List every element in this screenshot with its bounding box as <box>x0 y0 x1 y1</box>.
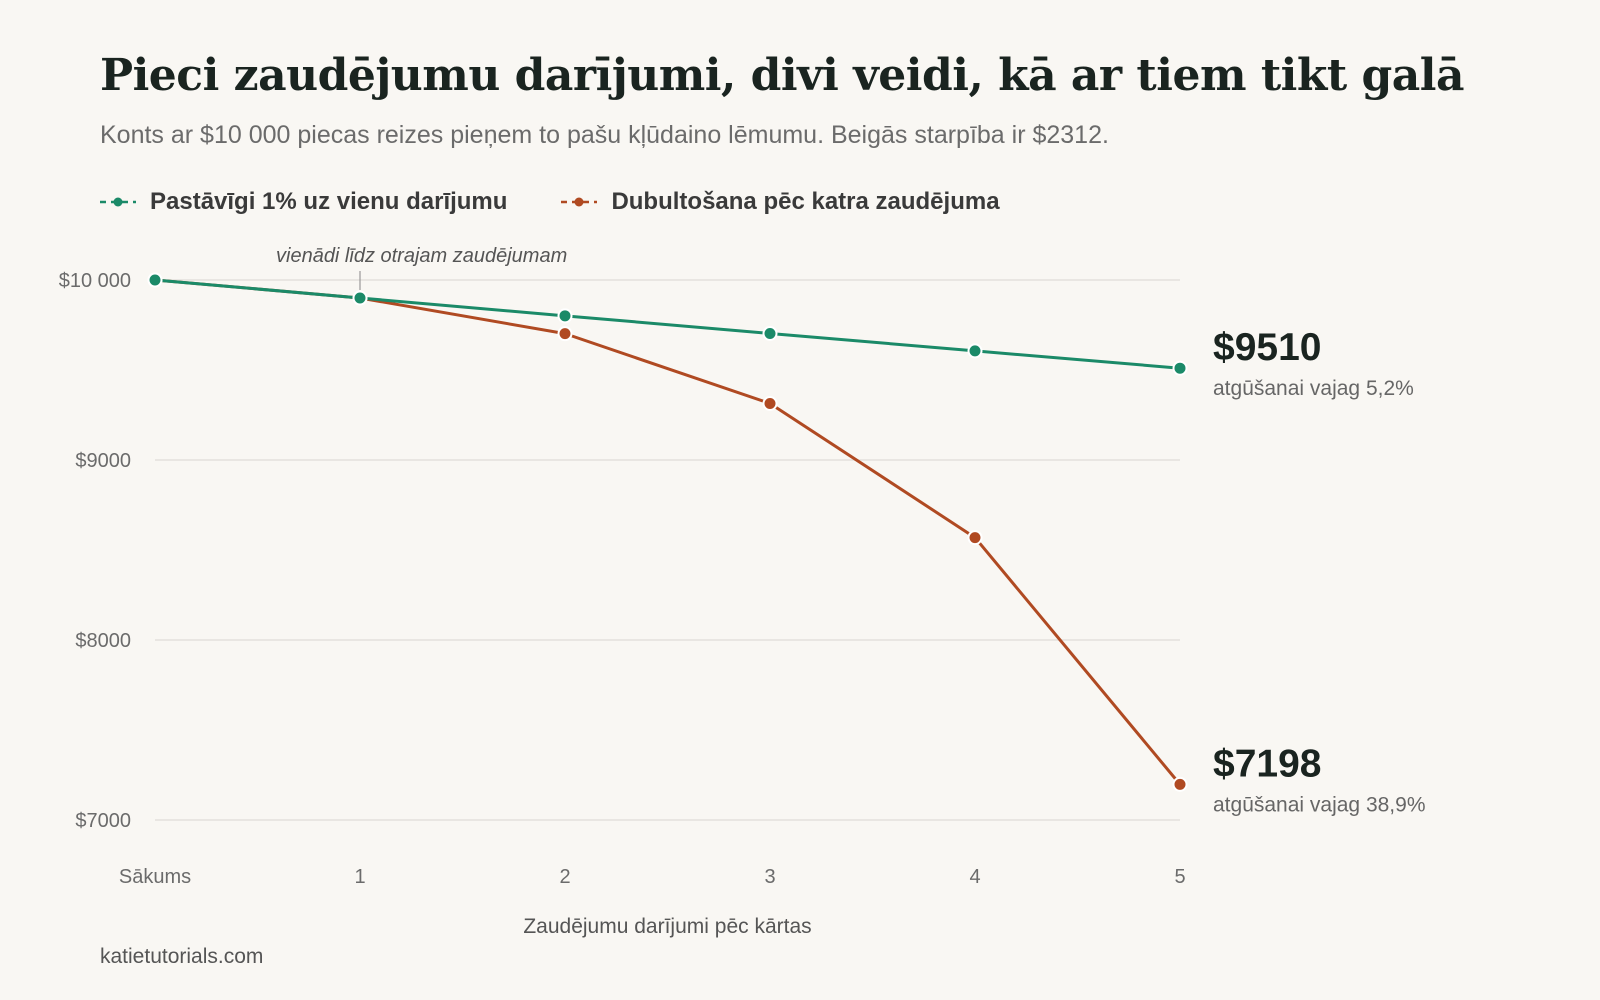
end-value-sublabel: atgūšanai vajag 38,9% <box>1213 793 1426 816</box>
y-tick-label: $10 000 <box>59 270 131 292</box>
legend-swatch-constant <box>100 197 136 207</box>
source-credit: katietutorials.com <box>100 945 264 968</box>
x-tick-label: 4 <box>969 866 980 888</box>
chart-subtitle: Konts ar $10 000 piecas reizes pieņem to… <box>100 121 1109 149</box>
data-point <box>352 290 368 306</box>
chart-legend: Pastāvīgi 1% uz vienu darījumu Dubultoša… <box>100 188 1000 216</box>
legend-item-constant: Pastāvīgi 1% uz vienu darījumu <box>100 188 507 216</box>
data-point <box>1172 360 1188 376</box>
data-point <box>557 326 573 342</box>
x-tick-label: 1 <box>354 866 365 888</box>
x-tick-label: 5 <box>1174 866 1185 888</box>
legend-swatch-doubling <box>561 197 598 207</box>
data-point <box>762 325 778 341</box>
x-axis-label: Zaudējumu darījumi pēc kārtas <box>523 915 811 938</box>
x-tick-label: 2 <box>559 866 570 888</box>
legend-label-doubling: Dubultošana pēc katra zaudējuma <box>611 188 1000 215</box>
annotation-text: vienādi līdz otrajam zaudējumam <box>276 245 567 267</box>
x-tick-label: 3 <box>764 866 775 888</box>
y-tick-label: $7000 <box>75 810 131 832</box>
end-value-label: $9510 <box>1213 326 1321 369</box>
end-value-label: $7198 <box>1213 742 1321 785</box>
data-point <box>967 530 983 546</box>
y-tick-label: $9000 <box>75 450 131 472</box>
x-tick-label: Sākums <box>119 866 191 888</box>
data-point <box>147 272 163 288</box>
series-line-0 <box>154 278 1181 370</box>
end-value-sublabel: atgūšanai vajag 5,2% <box>1213 377 1414 400</box>
data-point <box>762 395 778 411</box>
data-point <box>557 308 573 324</box>
chart-title: Pieci zaudējumu darījumi, divi veidi, kā… <box>100 50 1465 101</box>
data-point <box>967 343 983 359</box>
y-tick-label: $8000 <box>75 630 131 652</box>
legend-label-constant: Pastāvīgi 1% uz vienu darījumu <box>150 188 508 215</box>
legend-item-doubling: Dubultošana pēc katra zaudējuma <box>561 188 1000 216</box>
data-point <box>1172 776 1188 792</box>
